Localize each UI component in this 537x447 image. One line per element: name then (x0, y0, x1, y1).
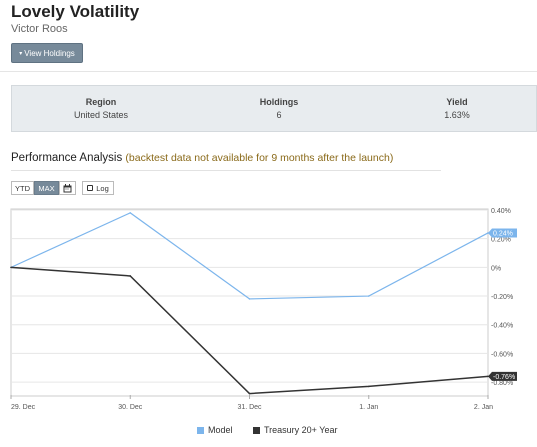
data-point (10, 266, 12, 269)
stat-label: Holdings (259, 97, 299, 107)
legend-swatch (253, 426, 260, 434)
log-label: Log (96, 183, 109, 193)
y-tick-label: -0.80% (491, 380, 513, 387)
y-tick-label: -0.20% (491, 294, 513, 301)
stat-label: Region (85, 97, 117, 107)
checkbox-icon (87, 185, 94, 191)
stat-value: United States (73, 110, 129, 120)
stat-value: 6 (276, 110, 282, 120)
stat-value: 1.63% (444, 110, 470, 120)
x-tick-label: 31. Dec (237, 404, 262, 411)
x-tick-label: 29. Dec (11, 404, 36, 411)
performance-title: Performance Analysis (11, 152, 123, 164)
log-scale-toggle[interactable]: Log (82, 181, 114, 195)
data-point (248, 392, 251, 395)
portfolio-title: Lovely Volatility (11, 2, 140, 21)
legend-item-model[interactable]: Model (197, 425, 233, 435)
performance-heading: Performance Analysis (backtest data not … (11, 152, 393, 164)
x-tick-label: 1. Jan (359, 404, 378, 411)
x-tick-label: 30. Dec (118, 404, 143, 411)
caret-icon: ▾ (19, 50, 23, 57)
data-point (367, 295, 370, 297)
performance-chart: 0.40% 0.20% 0% -0.20% -0.40% -0.60% -0.80% 29.… (10, 208, 517, 411)
end-value-badge (488, 371, 517, 381)
portfolio-author: Victor Roos (11, 23, 68, 35)
calendar-icon (63, 183, 72, 192)
y-tick-label: 0.20% (491, 237, 511, 244)
plot-area (10, 208, 489, 397)
x-tick-label: 2. Jan (474, 404, 493, 411)
y-tick-label: -0.40% (491, 323, 513, 330)
data-point (248, 298, 251, 300)
legend-item-treasury[interactable]: Treasury 20+ Year (253, 425, 337, 435)
stats-panel: Region United States Holdings 6 Yield 1.… (11, 85, 537, 132)
range-max-button[interactable]: MAX (34, 181, 59, 195)
stat-holdings: Holdings 6 (219, 97, 339, 120)
end-value-label: 0.24% (493, 230, 513, 237)
data-point (129, 275, 132, 277)
view-holdings-label: View Holdings (24, 48, 75, 58)
y-tick-label: 0% (491, 265, 501, 272)
end-value-badge (488, 228, 517, 238)
data-point (129, 212, 132, 214)
divider (11, 170, 441, 171)
y-tick-label: -0.60% (491, 351, 513, 358)
range-ytd-button[interactable]: YTD (11, 181, 34, 195)
data-point (367, 385, 370, 388)
stat-yield: Yield 1.63% (397, 97, 517, 120)
date-picker-button[interactable] (59, 181, 76, 195)
stat-label: Yield (446, 97, 468, 107)
legend-swatch (197, 426, 204, 434)
legend-label: Treasury 20+ Year (264, 425, 338, 435)
y-tick-label: 0.40% (491, 208, 511, 215)
divider (0, 71, 537, 72)
performance-note: (backtest data not available for 9 month… (125, 152, 394, 164)
view-holdings-button[interactable]: ▾ View Holdings (11, 43, 83, 63)
end-value-label: -0.76% (493, 374, 515, 381)
stat-region: Region United States (41, 97, 161, 120)
legend-label: Model (208, 425, 233, 435)
